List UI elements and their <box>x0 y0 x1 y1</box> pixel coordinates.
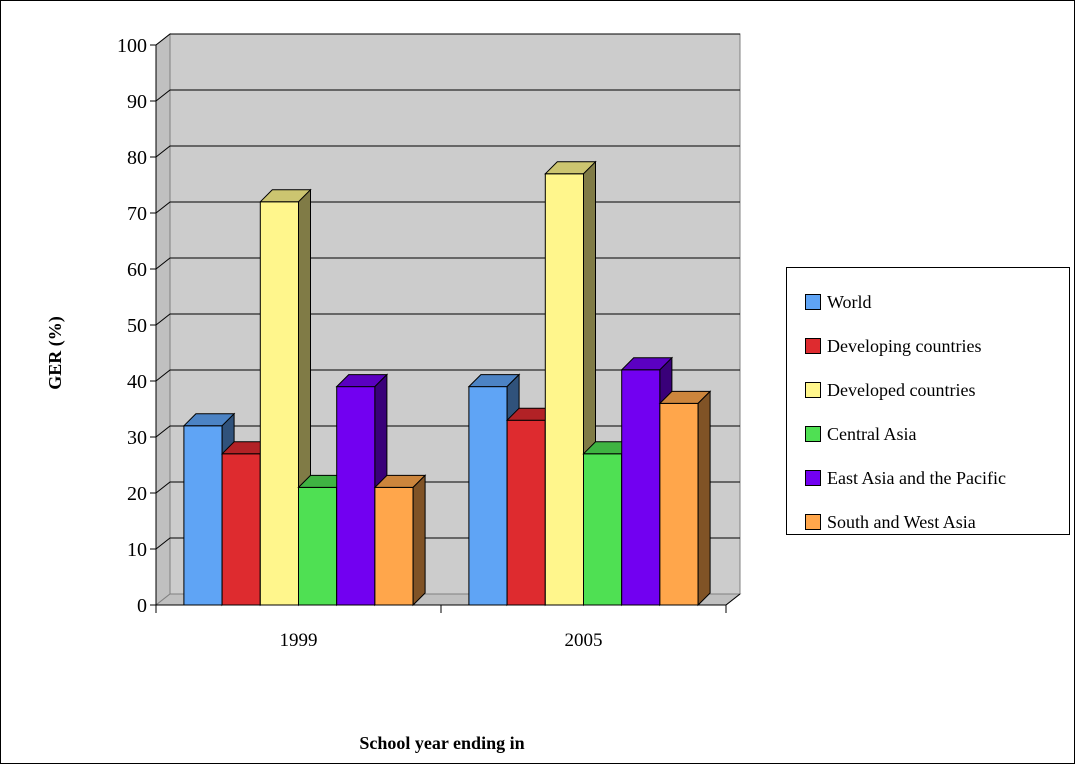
bar-front <box>183 425 223 606</box>
floor-edge <box>725 593 741 606</box>
y-tick-label: 80 <box>127 147 147 169</box>
labels: 0 10 20 30 40 50 60 70 80 90 100 1999 2005 <box>117 35 603 651</box>
bar <box>658 390 712 607</box>
legend-swatch <box>805 514 821 530</box>
bar-front <box>259 201 299 606</box>
bars <box>182 160 712 607</box>
y-axis-title: GER (%) <box>45 316 66 390</box>
legend-label: East Asia and the Pacific <box>827 467 1006 488</box>
legend-swatch <box>805 294 821 310</box>
bar-front <box>583 453 623 606</box>
bar-front <box>298 486 338 606</box>
legend-item: South and West Asia <box>787 500 1069 544</box>
gridline <box>155 33 740 46</box>
y-tick-label: 0 <box>137 595 147 617</box>
legend-item: World <box>787 280 1069 324</box>
legend-swatch <box>805 470 821 486</box>
y-tick-label: 20 <box>127 483 147 505</box>
bar-side <box>412 474 426 607</box>
y-tick-label: 100 <box>117 35 147 57</box>
bar-front <box>544 173 584 606</box>
bar-front <box>468 386 508 606</box>
y-tick-label: 70 <box>127 203 147 225</box>
y-tick-label: 50 <box>127 315 147 337</box>
y-tick-label: 40 <box>127 371 147 393</box>
legend-swatch <box>805 382 821 398</box>
x-tick-label: 2005 <box>565 630 603 651</box>
bar-front <box>506 419 546 606</box>
bar-front <box>621 369 661 606</box>
bar-front <box>374 486 414 606</box>
x-axis-title: School year ending in <box>359 733 524 753</box>
bar-front <box>336 386 376 606</box>
legend-label: South and West Asia <box>827 511 976 532</box>
y-tick-label: 30 <box>127 427 147 449</box>
x-tick-label: 1999 <box>280 630 318 651</box>
legend-label: Developing countries <box>827 335 982 356</box>
gridline <box>155 89 740 102</box>
legend-item: East Asia and the Pacific <box>787 456 1069 500</box>
bar-front <box>221 453 261 606</box>
legend-swatch <box>805 338 821 354</box>
bar-front <box>659 402 699 606</box>
legend-label: Developed countries <box>827 379 976 400</box>
legend-item: Developed countries <box>787 368 1069 412</box>
bar-side <box>697 390 711 607</box>
y-tick-label: 60 <box>127 259 147 281</box>
legend-item: Central Asia <box>787 412 1069 456</box>
legend-label: World <box>827 291 872 312</box>
gridline <box>155 145 740 158</box>
legend-label: Central Asia <box>827 423 917 444</box>
y-tick-label: 90 <box>127 91 147 113</box>
y-tick-label: 10 <box>127 539 147 561</box>
legend: World Developing countries Developed count… <box>786 267 1070 535</box>
legend-item: Developing countries <box>787 324 1069 368</box>
legend-swatch <box>805 426 821 442</box>
bar <box>373 474 427 607</box>
